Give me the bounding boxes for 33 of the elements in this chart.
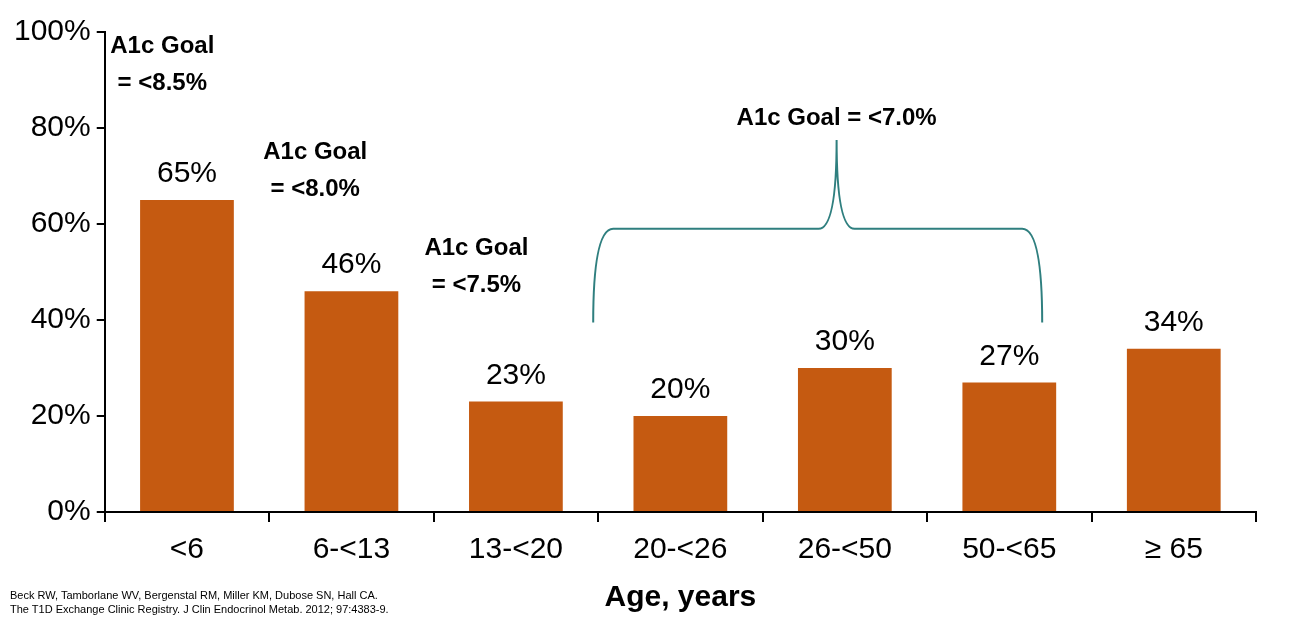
y-tick-label: 60% [30,205,91,239]
data-label: 23% [485,356,546,390]
x-axis-title: Age, years [604,579,757,613]
data-label: 30% [814,323,875,357]
bar [633,416,728,511]
y-tick-label: 40% [30,301,91,335]
bar [469,401,563,511]
data-label: 46% [321,246,382,280]
text: Beck RW, Tamborlane WV, Bergenstal RM, Miller KM, Dubose SN, Hall CA. The T1D Exchange Clinic Registry. J Clin Endocrinol Metab. 2012; 97:4383-9. [10,589,389,616]
data-label: 34% [1143,304,1204,338]
x-tick-label: 13-<20 [468,531,564,565]
x-tick-label: 6-<13 [312,531,391,565]
x-tick-label: 50-<65 [962,531,1057,565]
x-tick-label: 20-<26 [633,531,728,565]
bar [1126,348,1221,511]
data-label: 65% [156,155,217,189]
bar [962,382,1057,511]
bar [140,200,234,511]
bar [304,291,399,511]
y-tick-label: 20% [30,397,91,431]
data-label: 20% [650,371,711,405]
y-tick-label: 0% [47,493,91,527]
bar [797,368,892,511]
data-label: 27% [979,337,1040,371]
y-tick-label: 80% [30,109,91,143]
x-tick-label: <6 [169,531,205,565]
annotation: A1c Goal = <7.5% [424,232,529,297]
annotation: A1c Goal = <8.5% [110,31,215,96]
x-tick-label: ≥ 65 [1144,531,1203,565]
y-tick-label: 100% [13,13,91,47]
annotation: A1c Goal = <8.0% [263,136,368,201]
annotation: A1c Goal = <7.0% [736,103,937,131]
x-tick-label: 26-<50 [797,531,892,565]
